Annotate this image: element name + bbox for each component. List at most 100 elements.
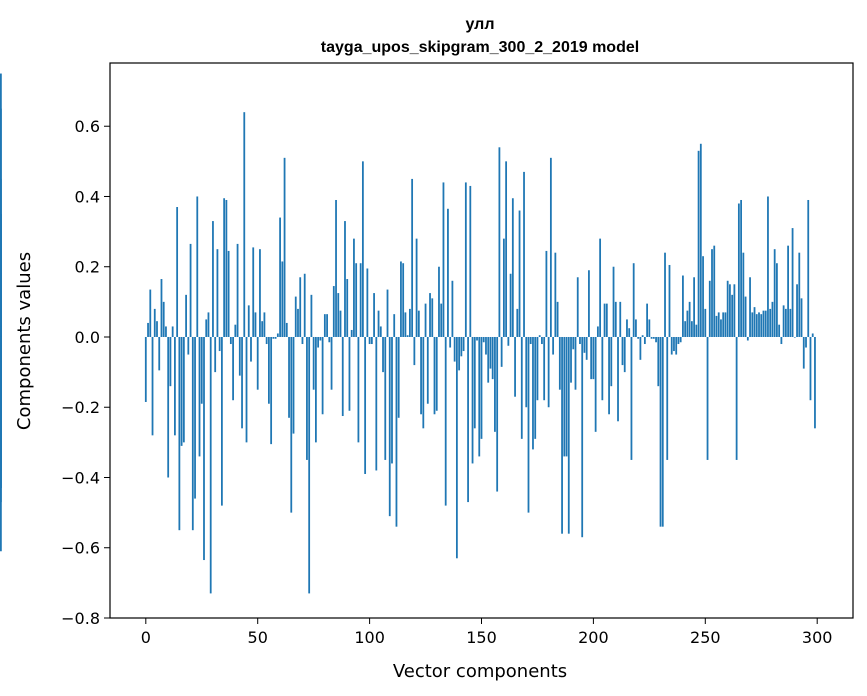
bar <box>433 336 436 415</box>
bar <box>417 310 420 337</box>
bar <box>478 336 481 457</box>
bar <box>724 312 727 337</box>
bar <box>194 336 196 499</box>
bar <box>491 336 494 380</box>
bar <box>677 336 680 345</box>
bar <box>424 303 427 337</box>
bar <box>393 314 396 337</box>
bar <box>156 321 158 337</box>
y-tick-label: −0.4 <box>61 468 100 487</box>
bar <box>335 199 337 337</box>
bar <box>471 336 474 464</box>
bar <box>386 289 389 337</box>
bar <box>632 263 635 337</box>
bar <box>556 301 559 337</box>
bar <box>572 336 575 350</box>
bar <box>276 333 279 337</box>
bar <box>567 336 570 534</box>
bar <box>265 336 268 345</box>
bar <box>695 324 698 337</box>
bar <box>435 336 438 411</box>
bar <box>666 336 669 460</box>
bar <box>494 336 496 432</box>
bar <box>800 298 803 337</box>
bar <box>447 208 449 337</box>
bar <box>272 336 275 339</box>
bar <box>702 256 704 337</box>
bar <box>661 336 664 527</box>
bar <box>464 182 467 337</box>
bar <box>534 336 537 439</box>
bar <box>218 336 221 352</box>
bar <box>200 336 203 404</box>
bar <box>185 294 187 337</box>
bar <box>576 277 579 337</box>
bar <box>708 280 711 337</box>
bar <box>391 336 393 464</box>
bar <box>361 161 364 337</box>
bar <box>731 294 734 337</box>
bar <box>406 335 409 337</box>
bar <box>323 314 326 337</box>
bar <box>769 308 772 337</box>
bar <box>467 336 469 503</box>
bar <box>760 314 763 337</box>
bar <box>729 284 731 337</box>
bar <box>793 336 796 338</box>
bar <box>167 336 170 478</box>
bar <box>344 221 346 337</box>
bar <box>527 336 530 513</box>
bar <box>639 336 642 360</box>
bar <box>659 336 662 527</box>
bar <box>171 326 174 337</box>
x-tick-label: 0 <box>141 628 151 647</box>
bar <box>623 336 626 373</box>
bar <box>212 221 214 337</box>
bar <box>664 252 666 337</box>
bar <box>348 336 351 411</box>
bar <box>442 182 445 337</box>
bar <box>308 336 311 594</box>
bar <box>473 336 476 429</box>
bar <box>169 336 172 387</box>
bar <box>482 336 485 343</box>
bar <box>182 336 185 443</box>
bar <box>236 243 239 337</box>
chart-subtitle: tayga_upos_skipgram_300_2_2019 model <box>321 39 639 56</box>
bar <box>733 284 736 337</box>
bar <box>205 319 208 337</box>
y-tick-label: 0.4 <box>75 187 100 206</box>
bar <box>507 336 510 346</box>
bar <box>458 336 461 371</box>
bar <box>608 336 610 415</box>
bar <box>511 198 514 337</box>
bar <box>500 336 503 367</box>
bar <box>612 266 615 337</box>
bar <box>153 308 156 337</box>
bar <box>538 335 541 337</box>
bar <box>268 336 270 404</box>
bar <box>673 336 675 352</box>
bar <box>802 336 805 369</box>
bar <box>735 336 738 460</box>
bar <box>592 336 595 380</box>
bar <box>178 336 181 531</box>
bar <box>377 310 380 337</box>
bar <box>811 333 814 337</box>
bar <box>402 263 405 337</box>
x-tick-label: 150 <box>466 628 497 647</box>
bar <box>574 336 577 390</box>
bar <box>319 336 322 341</box>
bar <box>545 250 548 337</box>
bar <box>715 315 718 337</box>
x-tick-label: 100 <box>354 628 385 647</box>
bar <box>583 336 586 353</box>
bar <box>364 336 367 474</box>
bar <box>370 336 373 345</box>
bar <box>543 336 546 401</box>
bar <box>431 298 434 337</box>
chart-title: улл <box>465 16 494 33</box>
bar <box>579 336 581 345</box>
bar <box>165 326 167 337</box>
bar <box>346 279 349 337</box>
